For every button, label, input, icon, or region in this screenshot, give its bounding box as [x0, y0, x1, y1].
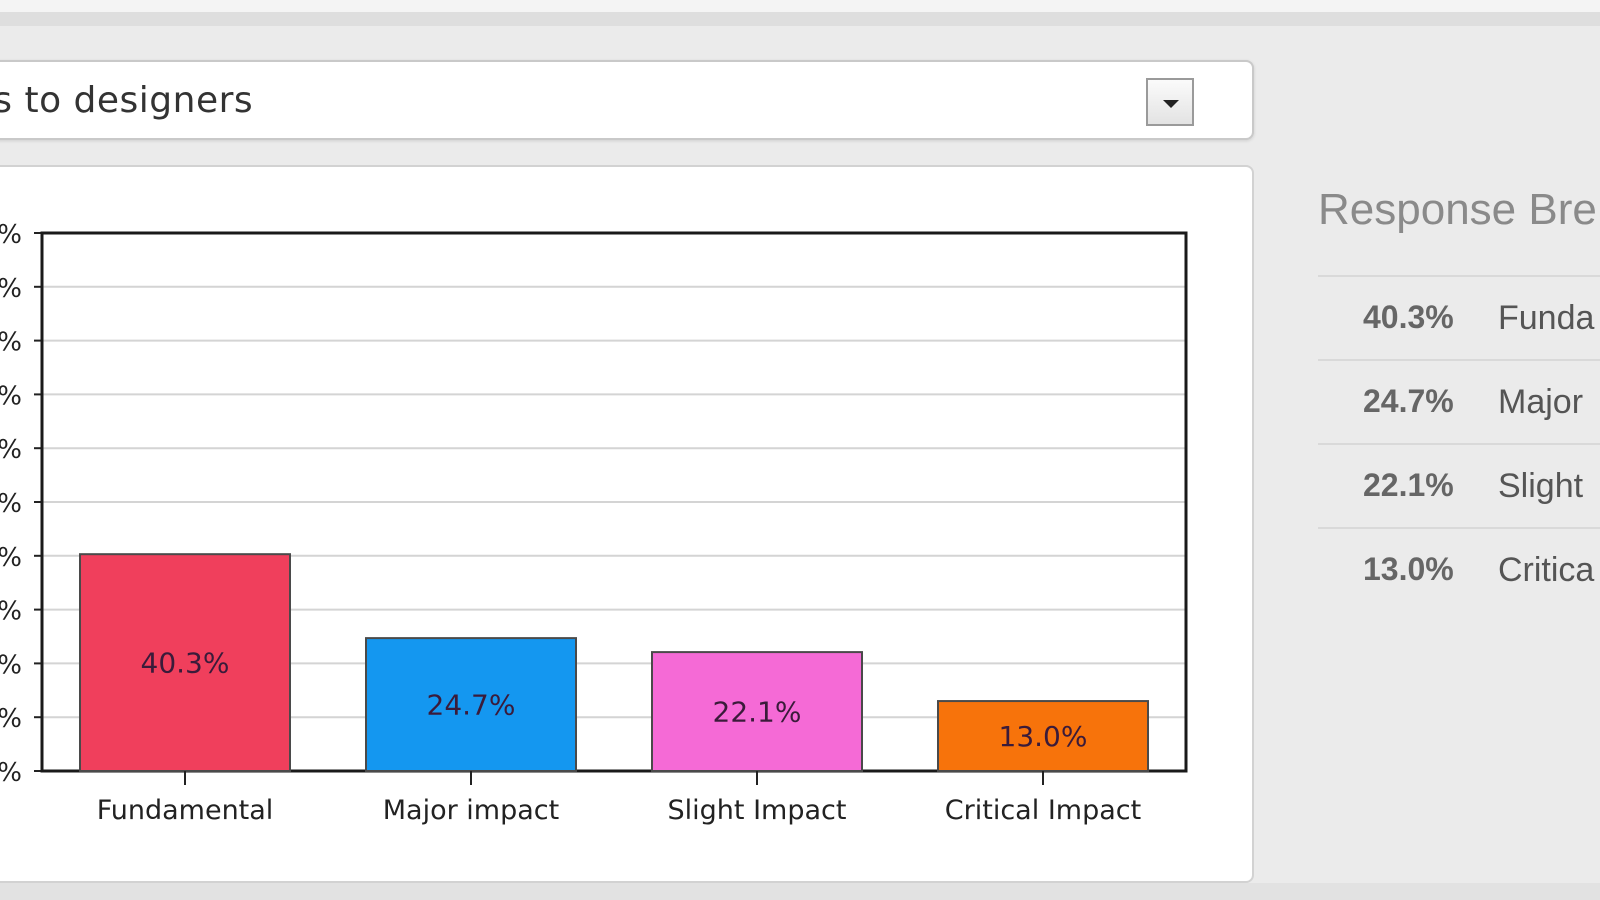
chevron-down-icon [1163, 100, 1179, 108]
y-tick-label: % [0, 489, 22, 519]
breakdown-label: Critica [1498, 551, 1595, 589]
y-tick-label: % [0, 704, 22, 734]
bar-chart: %%%%%%%%%%% 40.3% Fundamental 24.7% Major im… [0, 220, 1188, 826]
breakdown-title: Response Bre [1318, 185, 1597, 234]
y-tick-label: % [0, 381, 22, 411]
question-select[interactable]: ss to designers [0, 60, 1254, 140]
bar-value-label: 40.3% [141, 647, 230, 680]
bar-value-label: 13.0% [999, 720, 1088, 753]
x-category-label: Slight Impact [668, 795, 847, 826]
bar [651, 651, 863, 772]
y-tick-label: % [0, 328, 22, 358]
breakdown-divider [1318, 275, 1600, 277]
breakdown-percent: 40.3% [1363, 299, 1454, 335]
dropdown-toggle-button[interactable] [1146, 78, 1194, 126]
question-select-value: ss to designers [0, 80, 254, 121]
response-breakdown-panel: Response Bre 40.3% Funda 24.7% Major 22.… [1318, 165, 1600, 665]
bar-value-label: 24.7% [427, 689, 516, 722]
y-tick-label: % [0, 220, 22, 250]
breakdown-percent: 13.0% [1363, 551, 1454, 587]
y-tick-label: % [0, 274, 22, 304]
x-category-label: Fundamental [97, 795, 274, 826]
breakdown-label: Slight [1498, 467, 1584, 505]
y-tick-label: % [0, 758, 22, 788]
breakdown-label: Funda [1498, 299, 1595, 337]
bar-value-label: 22.1% [713, 696, 802, 729]
top-divider [0, 12, 1600, 26]
breakdown-percent: 24.7% [1363, 383, 1454, 419]
breakdown-row: 40.3% Funda [1318, 277, 1600, 361]
breakdown-row: 13.0% Critica [1318, 529, 1600, 613]
chart-panel: %%%%%%%%%%% 40.3% Fundamental 24.7% Major im… [0, 165, 1254, 883]
x-category-label: Major impact [383, 795, 559, 826]
plot-frame [40, 231, 1188, 773]
breakdown-label: Major [1498, 383, 1584, 421]
breakdown-percent: 22.1% [1363, 467, 1454, 503]
y-tick-label: % [0, 650, 22, 680]
y-tick-label: % [0, 597, 22, 627]
breakdown-row: 22.1% Slight [1318, 445, 1600, 529]
bottom-band [0, 883, 1600, 900]
y-tick-label: % [0, 435, 22, 465]
breakdown-row: 24.7% Major [1318, 361, 1600, 445]
bar [937, 700, 1149, 772]
bar [365, 637, 577, 773]
bar [79, 553, 291, 772]
y-tick-label: % [0, 543, 22, 573]
x-category-label: Critical Impact [945, 795, 1141, 826]
top-strip [0, 0, 1600, 12]
